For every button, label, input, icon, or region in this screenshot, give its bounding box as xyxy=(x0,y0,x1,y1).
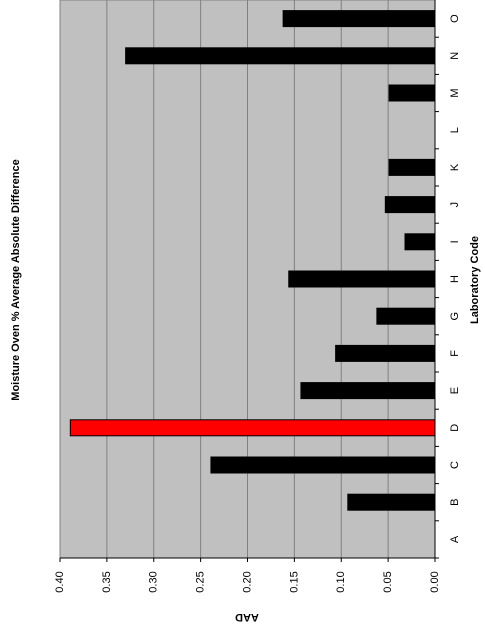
x-axis-label: Laboratory Code xyxy=(469,236,481,324)
x-tick-label: D xyxy=(449,424,461,432)
x-tick-label: K xyxy=(449,163,461,171)
bar xyxy=(388,158,436,176)
x-tick-label: C xyxy=(449,461,461,469)
x-tick-label: E xyxy=(449,387,461,394)
chart-title: Moisture Oven % Average Absolute Differe… xyxy=(10,159,22,400)
bar xyxy=(300,382,436,400)
bar xyxy=(125,47,436,65)
bar xyxy=(282,10,436,28)
bar xyxy=(69,419,436,437)
y-tick-label: 0.30 xyxy=(148,571,160,592)
bar xyxy=(404,233,436,251)
x-tick-label: O xyxy=(449,14,461,23)
y-tick-label: 0.15 xyxy=(288,571,300,592)
bar xyxy=(335,344,436,362)
y-tick-label: 0.05 xyxy=(382,571,394,592)
x-tick-label: L xyxy=(449,127,461,133)
y-tick-label: 0.20 xyxy=(241,571,253,592)
bar xyxy=(384,196,436,214)
x-tick-label: A xyxy=(449,535,461,543)
y-axis-label: AAD xyxy=(235,611,259,623)
x-tick-label: J xyxy=(449,202,461,208)
y-tick-label: 0.40 xyxy=(54,571,66,592)
x-tick-label: H xyxy=(449,275,461,283)
x-tick-label: G xyxy=(449,312,461,321)
y-tick-label: 0.25 xyxy=(195,571,207,592)
x-tick-label: N xyxy=(449,52,461,60)
bar xyxy=(288,270,436,288)
bar xyxy=(210,456,436,474)
x-tick-label: B xyxy=(449,499,461,506)
bar xyxy=(347,493,436,511)
y-tick-label: 0.00 xyxy=(429,571,441,592)
x-tick-label: F xyxy=(449,350,461,357)
x-tick-label: M xyxy=(449,88,461,97)
y-tick-label: 0.10 xyxy=(335,571,347,592)
bar xyxy=(376,307,436,325)
bar xyxy=(388,84,436,102)
x-tick-label: I xyxy=(449,240,461,243)
y-tick-label: 0.35 xyxy=(101,571,113,592)
